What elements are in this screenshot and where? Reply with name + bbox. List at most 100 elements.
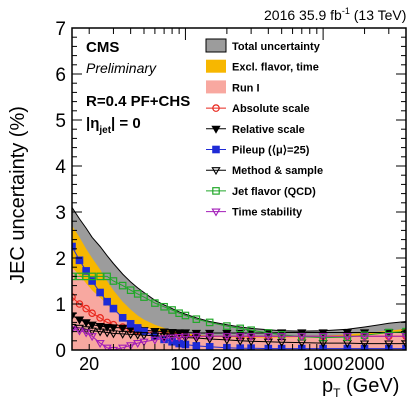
legend-entry-total-uncertainty: Total uncertainty	[205, 38, 321, 53]
data-point-method-sample	[150, 332, 160, 341]
x-tick-label: 200	[212, 354, 242, 374]
data-point-jet-flavor-qcd	[88, 272, 96, 281]
data-point-jet-flavor-qcd	[181, 311, 190, 320]
data-point-jet-flavor-qcd	[168, 306, 176, 314]
data-point-relative-scale	[108, 324, 119, 333]
series-time-stability	[72, 326, 406, 350]
data-point-method-sample	[87, 327, 97, 336]
y-tick-label: 1	[55, 295, 66, 316]
legend-marker	[212, 145, 220, 154]
data-point-method-sample	[191, 334, 201, 343]
legend-swatch	[206, 59, 226, 73]
data-point-method-sample	[108, 330, 119, 339]
legend-swatch	[205, 38, 227, 53]
legend-label: Run I	[232, 82, 260, 94]
data-point-time-stability	[205, 333, 215, 342]
data-point-method-sample	[139, 332, 149, 341]
data-point-time-stability	[297, 333, 307, 342]
data-point-time-stability	[95, 339, 105, 349]
y-tick-label: 5	[55, 111, 66, 132]
legend-marker	[212, 187, 220, 195]
x-tick-label: 20	[79, 354, 99, 374]
data-point-time-stability	[159, 335, 169, 344]
data-point-jet-flavor-qcd	[109, 277, 118, 285]
data-point-jet-flavor-qcd	[151, 299, 159, 307]
legend-label: Method & sample	[232, 165, 323, 177]
y-axis-label: JEC uncertainty (%)	[7, 106, 29, 284]
data-point-time-stability	[72, 326, 77, 335]
axis-ticks: 0 1 2 3 4 5 6 7 20 100 200 1000 2000	[55, 19, 407, 374]
data-point-time-stability	[318, 333, 328, 342]
x-tick-label: 2000	[345, 354, 385, 374]
legend-swatch	[206, 80, 226, 94]
data-point-pileup-25	[126, 319, 135, 328]
data-point-jet-flavor-qcd	[223, 322, 231, 330]
legend: Total uncertainty Excl. flavor, time Run I…	[205, 38, 323, 219]
data-point-time-stability	[102, 344, 112, 350]
data-point-absolute-scale	[82, 304, 90, 313]
data-point-method-sample	[133, 331, 143, 340]
data-point-relative-scale	[180, 329, 191, 338]
y-tick-label: 2	[55, 249, 66, 270]
legend-entry-relative-scale: Relative scale	[206, 124, 305, 136]
data-point-pileup-25	[133, 324, 142, 332]
data-point-pileup-25	[82, 267, 90, 275]
data-point-time-stability	[87, 333, 97, 342]
data-point-method-sample	[72, 323, 77, 332]
band-run-i	[72, 267, 406, 350]
data-point-time-stability	[263, 333, 273, 342]
data-point-pileup-25	[88, 277, 96, 285]
legend-entry-time-stability: Time stability	[206, 207, 303, 219]
x-axis-label: pT (GeV)	[322, 375, 399, 400]
legend-marker	[211, 208, 221, 217]
plot-area	[72, 206, 406, 350]
preliminary-label: Preliminary	[86, 60, 157, 76]
data-point-time-stability	[246, 333, 256, 342]
data-point-pileup-25	[140, 327, 148, 336]
data-point-time-stability	[384, 333, 394, 342]
legend-entry-excl-flavor-time: Excl. flavor, time	[206, 59, 319, 74]
luminosity-label: 2016 35.9 fb-1 (13 TeV)	[264, 6, 406, 23]
data-point-jet-flavor-qcd	[126, 286, 135, 295]
legend-entry-pileup-25: Pileup (⟨μ⟩=25)	[206, 145, 310, 157]
legend-label: Pileup (⟨μ⟩=25)	[232, 145, 310, 157]
data-point-jet-flavor-qcd	[236, 324, 245, 333]
y-tick-label: 0	[55, 341, 66, 362]
data-point-time-stability	[174, 334, 184, 343]
data-point-time-stability	[180, 333, 191, 342]
legend-marker	[211, 125, 221, 134]
series-line-time-stability	[72, 328, 406, 350]
data-point-jet-flavor-qcd	[96, 272, 104, 281]
data-point-relative-scale	[118, 324, 128, 333]
legend-entry-method-sample: Method & sample	[206, 165, 323, 177]
data-point-pileup-25	[118, 314, 127, 322]
data-point-method-sample	[159, 333, 169, 342]
data-point-relative-scale	[174, 329, 184, 338]
data-point-method-sample	[222, 336, 232, 345]
data-point-jet-flavor-qcd	[160, 302, 168, 311]
data-point-method-sample	[102, 329, 112, 338]
algorithm-label: R=0.4 PF+CHS	[86, 93, 190, 110]
data-point-time-stability	[342, 333, 352, 342]
data-point-time-stability	[126, 342, 136, 350]
data-point-time-stability	[401, 333, 406, 342]
legend-entry-jet-flavor-qcd: Jet flavor (QCD)	[206, 186, 316, 198]
data-point-relative-scale	[102, 323, 112, 332]
data-point-relative-scale	[159, 328, 169, 337]
legend-entry-run-i: Run I	[206, 80, 260, 94]
data-point-relative-scale	[87, 321, 97, 330]
data-point-relative-scale	[74, 316, 85, 325]
data-point-relative-scale	[72, 312, 77, 321]
data-point-time-stability	[150, 336, 160, 345]
data-point-jet-flavor-qcd	[140, 293, 148, 301]
legend-label: Excl. flavor, time	[232, 62, 319, 74]
data-point-time-stability	[235, 333, 245, 342]
eta-label: |ηjet| = 0	[86, 115, 141, 136]
legend-label: Time stability	[232, 207, 303, 219]
y-tick-label: 7	[55, 19, 66, 40]
legend-label: Jet flavor (QCD)	[232, 186, 316, 198]
data-point-method-sample	[235, 337, 245, 346]
x-tick-label: 1000	[303, 354, 343, 374]
legend-label: Relative scale	[232, 124, 305, 136]
